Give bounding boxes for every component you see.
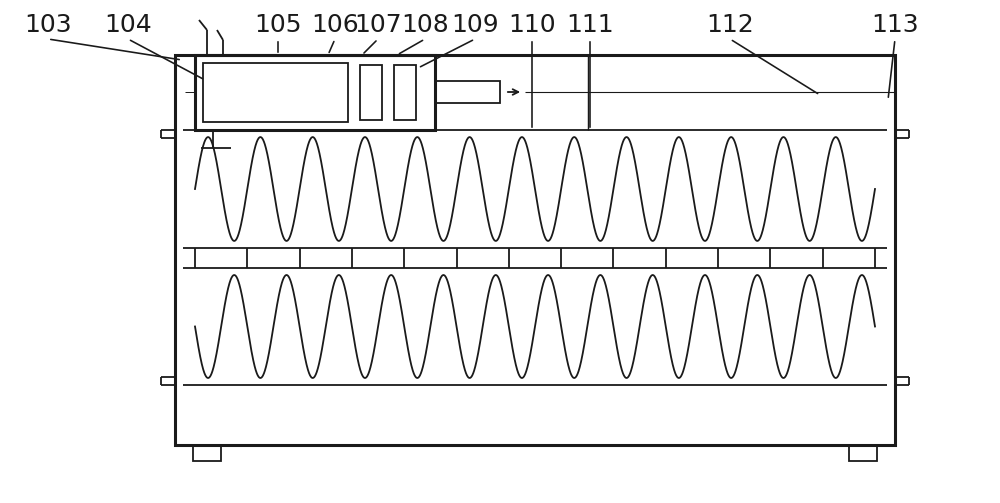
Bar [360,65,382,120]
Bar [849,445,877,461]
Bar [193,445,221,461]
Text: 106: 106 [311,13,359,37]
Text: 105: 105 [254,13,302,37]
Text: 110: 110 [508,13,556,37]
Text: 104: 104 [104,13,152,37]
Bar [195,55,435,130]
Bar [203,63,348,122]
Bar [435,81,500,103]
Text: 113: 113 [871,13,919,37]
Text: 111: 111 [566,13,614,37]
Text: 109: 109 [451,13,499,37]
Bar [394,65,416,120]
Text: 107: 107 [354,13,402,37]
Bar [175,55,895,445]
Text: 112: 112 [706,13,754,37]
Text: 103: 103 [24,13,72,37]
Text: 108: 108 [401,13,449,37]
